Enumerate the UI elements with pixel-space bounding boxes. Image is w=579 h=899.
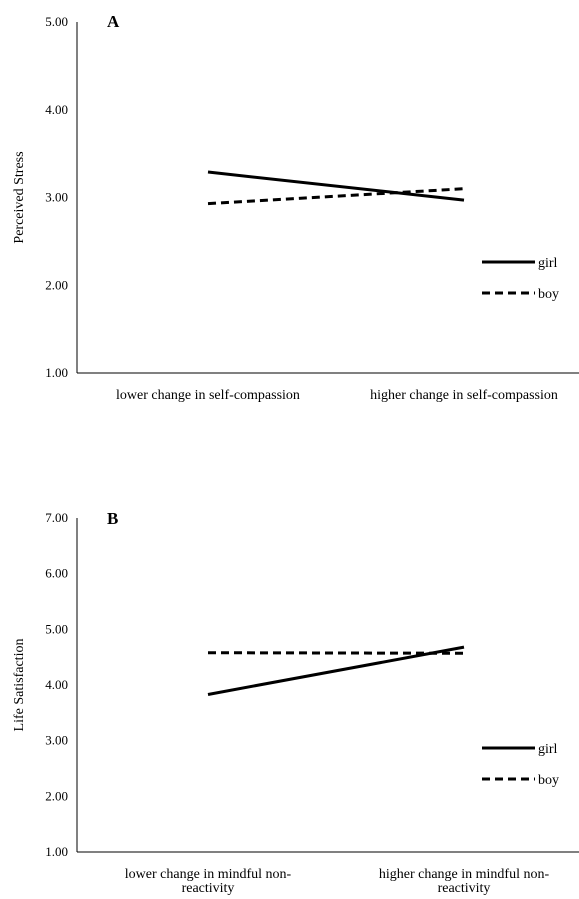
y-tick-label: 3.00 [45,733,68,748]
chart-panel-b: 1.00 2.00 3.00 4.00 5.00 6.00 7.00 Life Satisfa… [12,509,579,896]
legend-label-boy: boy [538,287,559,302]
chart-panel-a: 1.00 2.00 3.00 4.00 5.00 Perceived Stress Alow… [12,12,579,403]
x-category-label: reactivity [438,881,491,896]
x-category-label: reactivity [182,881,235,896]
series-line-boy [207,187,465,206]
legend-label-girl: girl [538,742,558,757]
legend-label-girl: girl [538,256,558,271]
y-tick-label: 2.00 [45,277,68,292]
legend-label-boy: boy [538,773,559,788]
y-tick-label: 4.00 [45,102,68,117]
y-tick-label: 7.00 [45,510,68,525]
panel-label: A [107,12,120,31]
y-axis-label: Life Satisfaction [12,639,27,732]
y-tick-label: 6.00 [45,566,68,581]
y-tick-label: 4.00 [45,677,68,692]
series-line-girl [207,645,465,696]
y-axis-label: Perceived Stress [12,151,27,243]
y-tick-label: 5.00 [45,621,68,636]
y-tick-label: 2.00 [45,788,68,803]
y-tick-label: 5.00 [45,14,68,29]
series-line-girl [207,170,465,202]
y-tick-label: 1.00 [45,844,68,859]
x-category-label: higher change in mindful non- [379,867,550,882]
y-tick-label: 1.00 [45,365,68,380]
x-category-label: higher change in self-compassion [370,388,558,403]
y-tick-label: 3.00 [45,190,68,205]
panel-label: B [107,509,118,528]
x-category-label: lower change in mindful non- [125,867,292,882]
series-line-boy [207,651,465,655]
x-category-label: lower change in self-compassion [116,388,300,403]
